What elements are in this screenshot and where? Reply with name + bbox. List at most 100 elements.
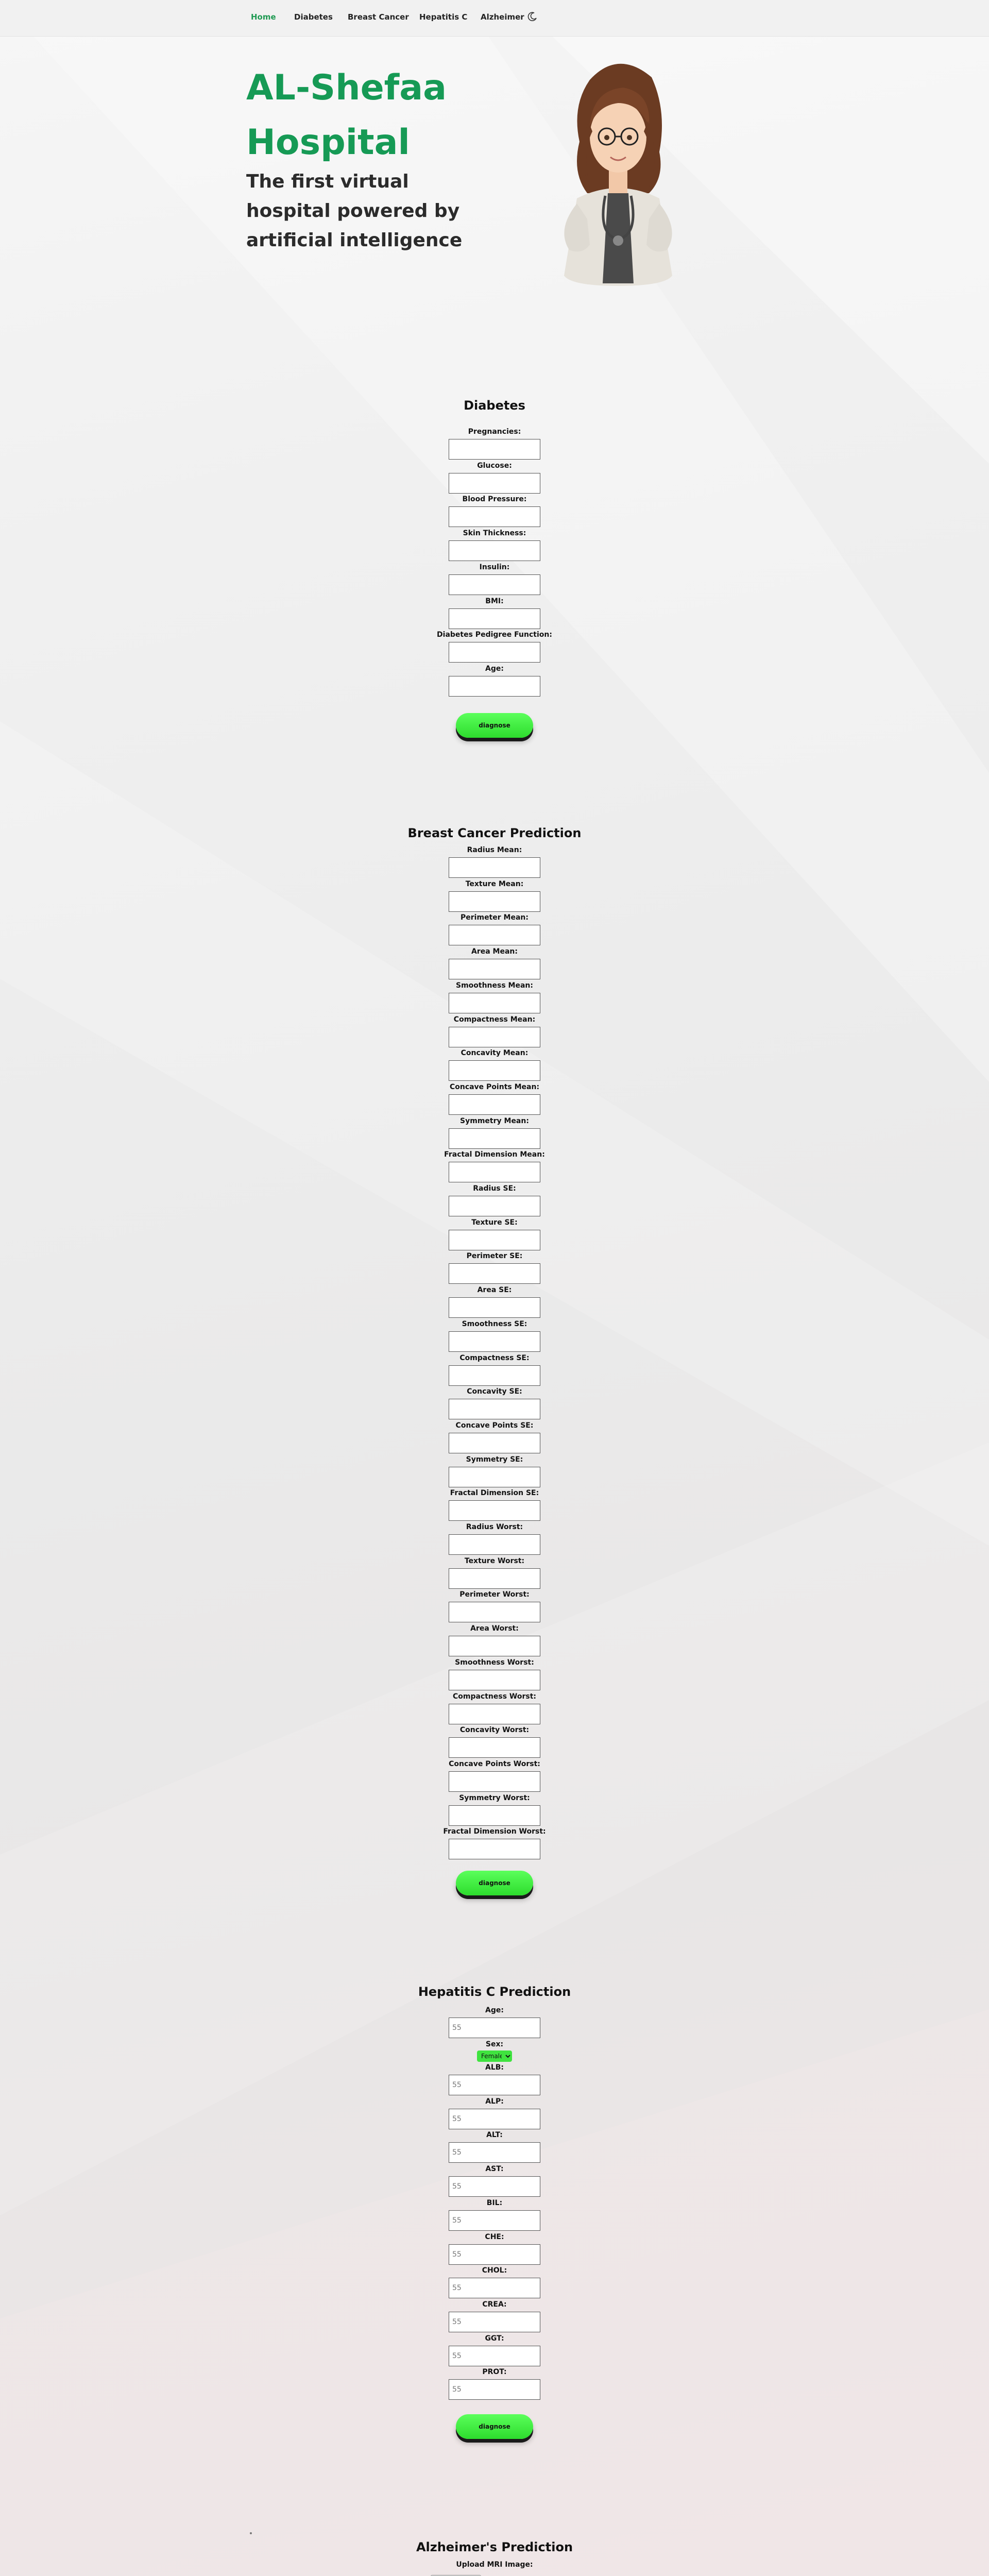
bc-smoothness-se-field: Smoothness SE:: [0, 1319, 989, 1352]
diabetes-glucose-input[interactable]: [449, 472, 540, 494]
hepatitis-che-input[interactable]: [449, 2244, 540, 2265]
bc-concavity-worst-input[interactable]: [449, 1737, 540, 1758]
nav-breast-cancer[interactable]: Breast Cancer: [348, 12, 409, 22]
bc-fractal-dimension-se-input[interactable]: [449, 1500, 540, 1521]
nav-hepatitis-c[interactable]: Hepatitis C: [419, 12, 468, 22]
bc-concave-points-worst-input[interactable]: [449, 1771, 540, 1792]
bc-perimeter-mean-input[interactable]: [449, 925, 540, 946]
bc-compactness-mean-field: Compactness Mean:: [0, 1015, 989, 1047]
hepatitis-diagnose-button[interactable]: diagnose: [456, 2414, 533, 2439]
bc-concavity-mean-field: Concavity Mean:: [0, 1049, 989, 1081]
hepatitis-alt-input[interactable]: [449, 2142, 540, 2163]
bc-texture-mean-label: Texture Mean:: [465, 879, 524, 888]
bc-texture-worst-input[interactable]: [449, 1568, 540, 1589]
doctor-illustration: [564, 63, 672, 286]
mri-file-input[interactable]: Choose File doctors.png: [431, 2575, 529, 2576]
hepatitis-alp-label: ALP:: [485, 2097, 504, 2106]
bc-perimeter-worst-field: Perimeter Worst:: [0, 1590, 989, 1623]
hepatitis-alb-input[interactable]: [449, 2075, 540, 2095]
diabetes-age-input[interactable]: [449, 675, 540, 697]
bc-texture-mean-input[interactable]: [449, 891, 540, 912]
bc-symmetry-mean-label: Symmetry Mean:: [460, 1116, 529, 1125]
bc-compactness-se-input[interactable]: [449, 1365, 540, 1386]
bc-smoothness-se-input[interactable]: [449, 1331, 540, 1352]
bc-area-mean-input[interactable]: [449, 959, 540, 980]
bc-concavity-se-input[interactable]: [449, 1399, 540, 1420]
bc-fractal-dimension-mean-input[interactable]: [449, 1162, 540, 1183]
bc-concavity-mean-input[interactable]: [449, 1060, 540, 1081]
hero-title-line1: AL-Shefaa: [246, 67, 447, 108]
bc-texture-se-field: Texture SE:: [0, 1218, 989, 1250]
bc-radius-worst-input[interactable]: [449, 1534, 540, 1555]
diabetes-blood-pressure-field: Blood Pressure:: [0, 495, 989, 528]
nav-diabetes[interactable]: Diabetes: [294, 12, 333, 22]
hepatitis-chol-input[interactable]: [449, 2278, 540, 2299]
nav-home[interactable]: Home: [251, 12, 276, 22]
bc-smoothness-worst-input[interactable]: [449, 1669, 540, 1690]
bc-perimeter-mean-label: Perimeter Mean:: [461, 913, 528, 922]
diabetes-blood-pressure-input[interactable]: [449, 506, 540, 528]
bc-symmetry-worst-input[interactable]: [449, 1805, 540, 1826]
hepatitis-ggt-field: GGT:: [0, 2334, 989, 2366]
diabetes-skin-thickness-input[interactable]: [449, 540, 540, 562]
bc-smoothness-se-label: Smoothness SE:: [462, 1319, 527, 1328]
diabetes-bmi-label: BMI:: [485, 597, 504, 605]
bc-concave-points-se-input[interactable]: [449, 1432, 540, 1453]
bc-radius-mean-input[interactable]: [449, 857, 540, 878]
bc-compactness-worst-field: Compactness Worst:: [0, 1692, 989, 1724]
hepatitis-alb-label: ALB:: [485, 2063, 504, 2072]
bc-symmetry-se-input[interactable]: [449, 1466, 540, 1487]
bc-area-worst-input[interactable]: [449, 1636, 540, 1657]
bc-concavity-mean-label: Concavity Mean:: [461, 1049, 528, 1058]
bc-radius-se-input[interactable]: [449, 1196, 540, 1216]
bc-concavity-worst-field: Concavity Worst:: [0, 1726, 989, 1758]
hepatitis-age-label: Age:: [485, 2006, 504, 2014]
nav-alzheimer[interactable]: Alzheimer: [481, 12, 524, 22]
bc-concave-points-worst-field: Concave Points Worst:: [0, 1759, 989, 1792]
navbar: Home Diabetes Breast Cancer Hepatitis C …: [0, 0, 989, 37]
bc-perimeter-se-input[interactable]: [449, 1263, 540, 1284]
hepatitis-ast-input[interactable]: [449, 2176, 540, 2197]
bc-texture-worst-field: Texture Worst:: [0, 1557, 989, 1589]
hepatitis-prot-label: PROT:: [482, 2368, 507, 2377]
hepatitis-che-label: CHE:: [485, 2232, 504, 2241]
diabetes-insulin-input[interactable]: [449, 574, 540, 595]
bc-smoothness-mean-input[interactable]: [449, 992, 540, 1013]
hepatitis-title: Hepatitis C Prediction: [418, 1985, 571, 1999]
diabetes-title: Diabetes: [464, 398, 525, 413]
hepatitis-chol-label: CHOL:: [482, 2266, 507, 2275]
bc-perimeter-worst-input[interactable]: [449, 1602, 540, 1623]
breast-cancer-diagnose-button[interactable]: diagnose: [456, 1871, 533, 1895]
bc-perimeter-se-field: Perimeter SE:: [0, 1252, 989, 1284]
bc-radius-mean-label: Radius Mean:: [467, 846, 522, 854]
bc-perimeter-worst-label: Perimeter Worst:: [459, 1590, 530, 1599]
bc-area-worst-field: Area Worst:: [0, 1624, 989, 1657]
diabetes-diabetes-pedigree-function-input[interactable]: [449, 642, 540, 663]
bc-symmetry-mean-input[interactable]: [449, 1128, 540, 1149]
hepatitis-chol-field: CHOL:: [0, 2266, 989, 2299]
hepatitis-age-input[interactable]: [449, 2018, 540, 2038]
bc-concave-points-worst-label: Concave Points Worst:: [449, 1759, 540, 1768]
moon-icon[interactable]: [527, 11, 538, 22]
diabetes-diagnose-button[interactable]: diagnose: [456, 713, 533, 738]
diabetes-bmi-field: BMI:: [0, 597, 989, 629]
hepatitis-bil-input[interactable]: [449, 2210, 540, 2231]
bc-radius-worst-field: Radius Worst:: [0, 1523, 989, 1555]
hepatitis-crea-input[interactable]: [449, 2311, 540, 2332]
sex-select[interactable]: Female: [477, 2050, 512, 2062]
bc-fractal-dimension-mean-field: Fractal Dimension Mean:: [0, 1150, 989, 1183]
hepatitis-prot-input[interactable]: [449, 2379, 540, 2400]
bc-texture-se-input[interactable]: [449, 1229, 540, 1250]
diabetes-bmi-input[interactable]: [449, 608, 540, 629]
hepatitis-ast-label: AST:: [485, 2165, 504, 2174]
hepatitis-ggt-input[interactable]: [449, 2345, 540, 2366]
bc-fractal-dimension-worst-input[interactable]: [449, 1839, 540, 1860]
bc-perimeter-se-label: Perimeter SE:: [466, 1252, 523, 1261]
bc-area-se-input[interactable]: [449, 1297, 540, 1318]
bc-compactness-worst-input[interactable]: [449, 1703, 540, 1724]
bc-compactness-mean-input[interactable]: [449, 1026, 540, 1047]
hepatitis-alp-input[interactable]: [449, 2108, 540, 2129]
diabetes-pregnancies-input[interactable]: [449, 439, 540, 460]
choose-file-button[interactable]: Choose File: [431, 2575, 481, 2576]
bc-concave-points-mean-input[interactable]: [449, 1094, 540, 1115]
